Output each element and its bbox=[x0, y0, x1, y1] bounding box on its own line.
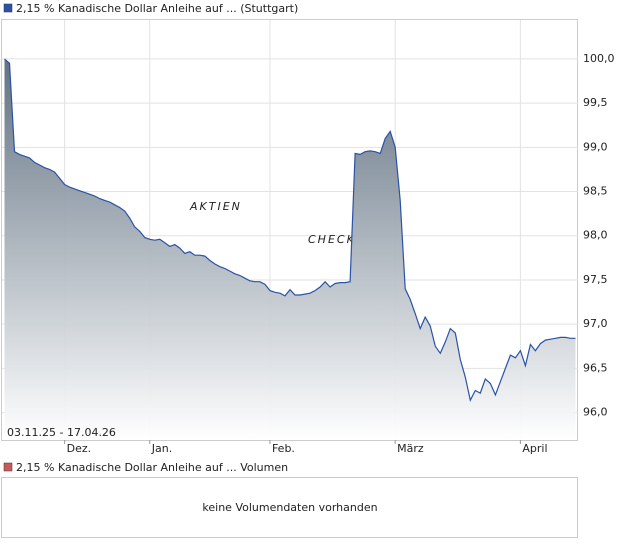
watermark: AKTIEN bbox=[189, 200, 242, 213]
plot-frame bbox=[1, 19, 578, 441]
area bbox=[4, 58, 576, 441]
legend-swatch bbox=[3, 462, 13, 472]
x-tick-label: Jan. bbox=[151, 442, 172, 455]
y-tick-label: 100,0 bbox=[583, 52, 615, 65]
x-tick-label: Feb. bbox=[272, 442, 295, 455]
volume-legend: 2,15 % Kanadische Dollar Anleihe auf ...… bbox=[16, 461, 288, 474]
line bbox=[4, 58, 576, 402]
legend-swatch bbox=[3, 3, 13, 13]
y-tick-label: 96,5 bbox=[583, 361, 608, 374]
x-tick-label: April bbox=[522, 442, 547, 455]
legend-label: 2,15 % Kanadische Dollar Anleihe auf ...… bbox=[16, 2, 298, 15]
x-tick-label: Dez. bbox=[67, 442, 92, 455]
volume-message: keine Volumendaten vorhanden bbox=[202, 501, 377, 514]
y-tick-label: 99,5 bbox=[583, 96, 608, 109]
date-range: 03.11.25 - 17.04.26 bbox=[7, 426, 116, 439]
y-tick-label: 99,0 bbox=[583, 140, 608, 153]
y-tick-label: 97,0 bbox=[583, 317, 608, 330]
x-tick-label: März bbox=[397, 442, 424, 455]
volume-panel bbox=[1, 477, 578, 538]
y-tick-label: 97,5 bbox=[583, 273, 608, 286]
y-tick-label: 98,0 bbox=[583, 229, 608, 242]
watermark: CHECK bbox=[308, 233, 356, 246]
y-tick-label: 96,0 bbox=[583, 406, 608, 419]
y-tick-label: 98,5 bbox=[583, 185, 608, 198]
